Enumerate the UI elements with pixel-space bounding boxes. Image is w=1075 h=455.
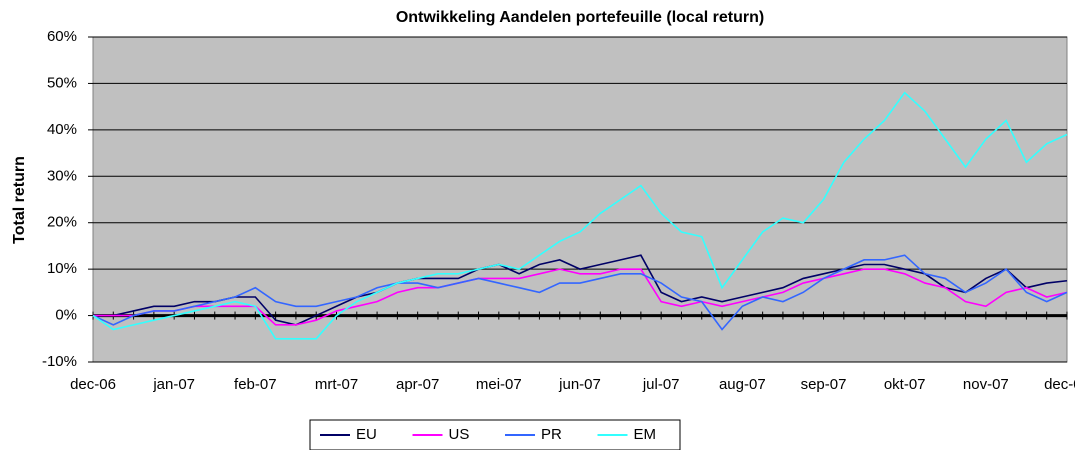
x-tick-label: sep-07	[801, 376, 847, 393]
x-tick-label: okt-07	[884, 376, 926, 393]
x-tick-label: jul-07	[642, 376, 680, 393]
y-axis-label: Total return	[11, 156, 28, 244]
x-tick-label: mei-07	[476, 376, 522, 393]
y-tick-label: -10%	[42, 353, 77, 370]
y-tick-label: 0%	[55, 307, 77, 324]
y-tick-label: 40%	[47, 121, 77, 138]
series-line	[92, 91, 1068, 340]
legend-label: US	[449, 426, 470, 443]
x-tick-label: aug-07	[719, 376, 766, 393]
series-line	[92, 254, 1068, 331]
legend-label: PR	[541, 426, 562, 443]
x-tick-label: nov-07	[963, 376, 1009, 393]
x-tick-label: dec-06	[70, 376, 116, 393]
x-tick-label: jun-07	[558, 376, 601, 393]
x-tick-label: feb-07	[234, 376, 277, 393]
x-tick-label: mrt-07	[315, 376, 358, 393]
legend: EU US PR EM	[309, 419, 681, 451]
series-line	[93, 254, 1068, 326]
x-tick-label: apr-07	[396, 376, 439, 393]
y-tick-label: 30%	[47, 167, 77, 184]
y-tick-label: 20%	[47, 214, 77, 231]
legend-label: EM	[634, 426, 657, 443]
x-tick-label: dec-07	[1044, 376, 1075, 393]
y-tick-label: 50%	[47, 74, 77, 91]
legend-label: EU	[356, 426, 377, 443]
x-tick-label: jan-07	[152, 376, 195, 393]
chart-title: Ontwikkeling Aandelen portefeuille (loca…	[396, 9, 764, 26]
y-tick-label: 10%	[47, 260, 77, 277]
plot-area	[92, 36, 1068, 363]
y-tick-label: 60%	[47, 28, 77, 45]
